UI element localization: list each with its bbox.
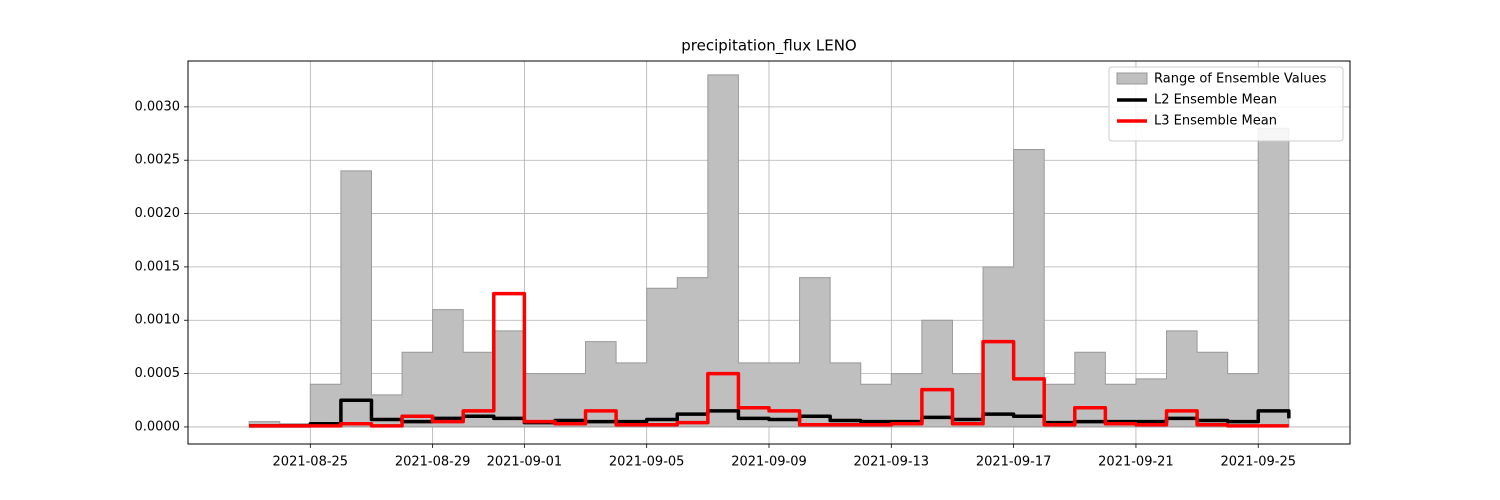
- x-tick-label: 2021-08-29: [395, 455, 471, 470]
- x-tick-label: 2021-09-01: [487, 455, 563, 470]
- y-tick-label: 0.0015: [135, 259, 181, 274]
- y-tick-label: 0.0010: [135, 313, 181, 328]
- x-tick-label: 2021-09-09: [731, 455, 807, 470]
- y-tick-label: 0.0030: [135, 99, 181, 114]
- legend-label: Range of Ensemble Values: [1154, 72, 1327, 87]
- legend-box: [1108, 66, 1344, 142]
- y-tick-label: 0.0005: [135, 366, 181, 381]
- x-tick-label: 2021-09-21: [1098, 455, 1174, 470]
- legend-swatch: [1116, 72, 1148, 85]
- x-tick-label: 2021-09-05: [609, 455, 685, 470]
- legend-label: L3 Ensemble Mean: [1154, 114, 1277, 129]
- y-tick-label: 0.0000: [135, 419, 181, 434]
- x-tick-label: 2021-09-17: [976, 455, 1052, 470]
- legend-label: L2 Ensemble Mean: [1154, 93, 1277, 108]
- series-line: [249, 291, 1289, 428]
- plot-frame: [187, 60, 1351, 445]
- x-tick-label: 2021-09-25: [1220, 455, 1296, 470]
- x-tick-label: 2021-08-25: [273, 455, 349, 470]
- chart-title: precipitation_flux LENO: [681, 37, 856, 56]
- x-tick-label: 2021-09-13: [854, 455, 930, 470]
- y-tick-label: 0.0025: [135, 153, 181, 168]
- legend: Range of Ensemble Values L2 Ensemble Mean…: [1108, 66, 1344, 142]
- y-tick-label: 0.0020: [135, 206, 181, 221]
